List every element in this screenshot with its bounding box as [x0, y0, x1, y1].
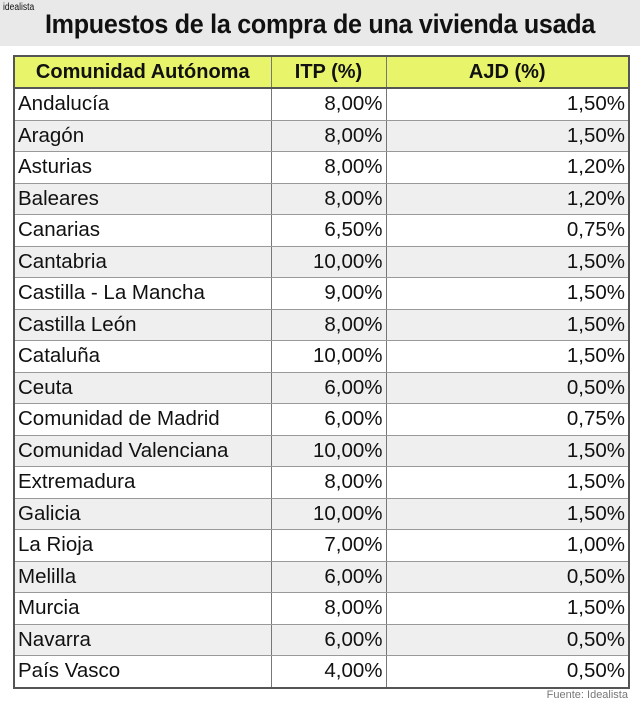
itp-cell: 8,00%	[270, 151, 387, 184]
table-row: Asturias 8,00% 1,20%	[13, 151, 630, 184]
region-cell: Galicia	[13, 498, 272, 530]
ajd-cell: 0,50%	[385, 561, 630, 593]
table-row: Baleares 8,00% 1,20%	[13, 183, 630, 215]
region-cell: Ceuta	[13, 372, 272, 404]
itp-cell: 6,00%	[270, 624, 387, 656]
table-row: Andalucía 8,00% 1,50%	[13, 88, 630, 121]
table-row: Castilla - La Mancha 9,00% 1,50%	[13, 277, 630, 310]
table-row: Cantabria 10,00% 1,50%	[13, 246, 630, 278]
ajd-cell: 1,00%	[385, 529, 630, 562]
itp-cell: 6,00%	[270, 403, 387, 436]
table-row: La Rioja 7,00% 1,00%	[13, 529, 630, 562]
page-title: Impuestos de la compra de una vivienda u…	[44, 9, 596, 39]
itp-cell: 4,00%	[270, 655, 387, 688]
table-row: Cataluña 10,00% 1,50%	[13, 340, 630, 373]
table-row: Aragón 8,00% 1,50%	[13, 120, 630, 152]
region-cell: Comunidad Valenciana	[13, 435, 272, 467]
table-row: Comunidad de Madrid 6,00% 0,75%	[13, 403, 630, 436]
ajd-cell: 1,50%	[385, 592, 630, 625]
table-row: Canarias 6,50% 0,75%	[13, 214, 630, 247]
region-cell: País Vasco	[13, 655, 272, 688]
ajd-cell: 1,50%	[385, 246, 630, 278]
itp-cell: 8,00%	[270, 592, 387, 625]
region-cell: La Rioja	[13, 529, 272, 562]
itp-cell: 6,00%	[270, 561, 387, 593]
table-row: País Vasco 4,00% 0,50%	[13, 655, 630, 688]
itp-cell: 8,00%	[270, 88, 387, 121]
column-header-ajd: AJD (%)	[385, 55, 630, 89]
ajd-cell: 0,50%	[385, 655, 630, 688]
itp-cell: 10,00%	[270, 435, 387, 467]
table-row: Navarra 6,00% 0,50%	[13, 624, 630, 656]
ajd-cell: 1,50%	[385, 498, 630, 530]
itp-cell: 8,00%	[270, 466, 387, 499]
table-row: Galicia 10,00% 1,50%	[13, 498, 630, 530]
region-cell: Comunidad de Madrid	[13, 403, 272, 436]
table-row: Melilla 6,00% 0,50%	[13, 561, 630, 593]
region-cell: Murcia	[13, 592, 272, 625]
ajd-cell: 0,75%	[385, 403, 630, 436]
source-note: Fuente: Idealista	[546, 689, 628, 701]
itp-cell: 6,50%	[270, 214, 387, 247]
ajd-cell: 1,20%	[385, 183, 630, 215]
region-cell: Melilla	[13, 561, 272, 593]
ajd-cell: 1,50%	[385, 120, 630, 152]
brand-logo: idealista	[3, 2, 35, 13]
ajd-cell: 0,75%	[385, 214, 630, 247]
region-cell: Andalucía	[13, 88, 272, 121]
ajd-cell: 1,50%	[385, 435, 630, 467]
region-cell: Canarias	[13, 214, 272, 247]
tax-table: Comunidad Autónoma ITP (%) AJD (%) Andal…	[13, 55, 630, 689]
itp-cell: 10,00%	[270, 340, 387, 373]
title-banner: idealista Impuestos de la compra de una …	[0, 0, 640, 46]
region-cell: Cataluña	[13, 340, 272, 373]
table-row: Murcia 8,00% 1,50%	[13, 592, 630, 625]
column-header-region: Comunidad Autónoma	[13, 55, 272, 89]
column-header-itp: ITP (%)	[270, 55, 387, 89]
ajd-cell: 1,50%	[385, 466, 630, 499]
table-row: Extremadura 8,00% 1,50%	[13, 466, 630, 499]
itp-cell: 6,00%	[270, 372, 387, 404]
ajd-cell: 1,50%	[385, 340, 630, 373]
ajd-cell: 0,50%	[385, 372, 630, 404]
itp-cell: 8,00%	[270, 183, 387, 215]
ajd-cell: 1,50%	[385, 309, 630, 341]
itp-cell: 9,00%	[270, 277, 387, 310]
region-cell: Baleares	[13, 183, 272, 215]
table-body: Andalucía 8,00% 1,50% Aragón 8,00% 1,50% Astur…	[13, 88, 630, 688]
region-cell: Extremadura	[13, 466, 272, 499]
region-cell: Castilla - La Mancha	[13, 277, 272, 310]
itp-cell: 10,00%	[270, 498, 387, 530]
table-header-row: Comunidad Autónoma ITP (%) AJD (%)	[13, 55, 630, 89]
table-row: Castilla León 8,00% 1,50%	[13, 309, 630, 341]
ajd-cell: 1,50%	[385, 88, 630, 121]
region-cell: Cantabria	[13, 246, 272, 278]
ajd-cell: 0,50%	[385, 624, 630, 656]
itp-cell: 7,00%	[270, 529, 387, 562]
table-row: Ceuta 6,00% 0,50%	[13, 372, 630, 404]
region-cell: Navarra	[13, 624, 272, 656]
table-row: Comunidad Valenciana 10,00% 1,50%	[13, 435, 630, 467]
region-cell: Asturias	[13, 151, 272, 184]
itp-cell: 8,00%	[270, 120, 387, 152]
region-cell: Aragón	[13, 120, 272, 152]
ajd-cell: 1,50%	[385, 277, 630, 310]
itp-cell: 10,00%	[270, 246, 387, 278]
itp-cell: 8,00%	[270, 309, 387, 341]
ajd-cell: 1,20%	[385, 151, 630, 184]
region-cell: Castilla León	[13, 309, 272, 341]
